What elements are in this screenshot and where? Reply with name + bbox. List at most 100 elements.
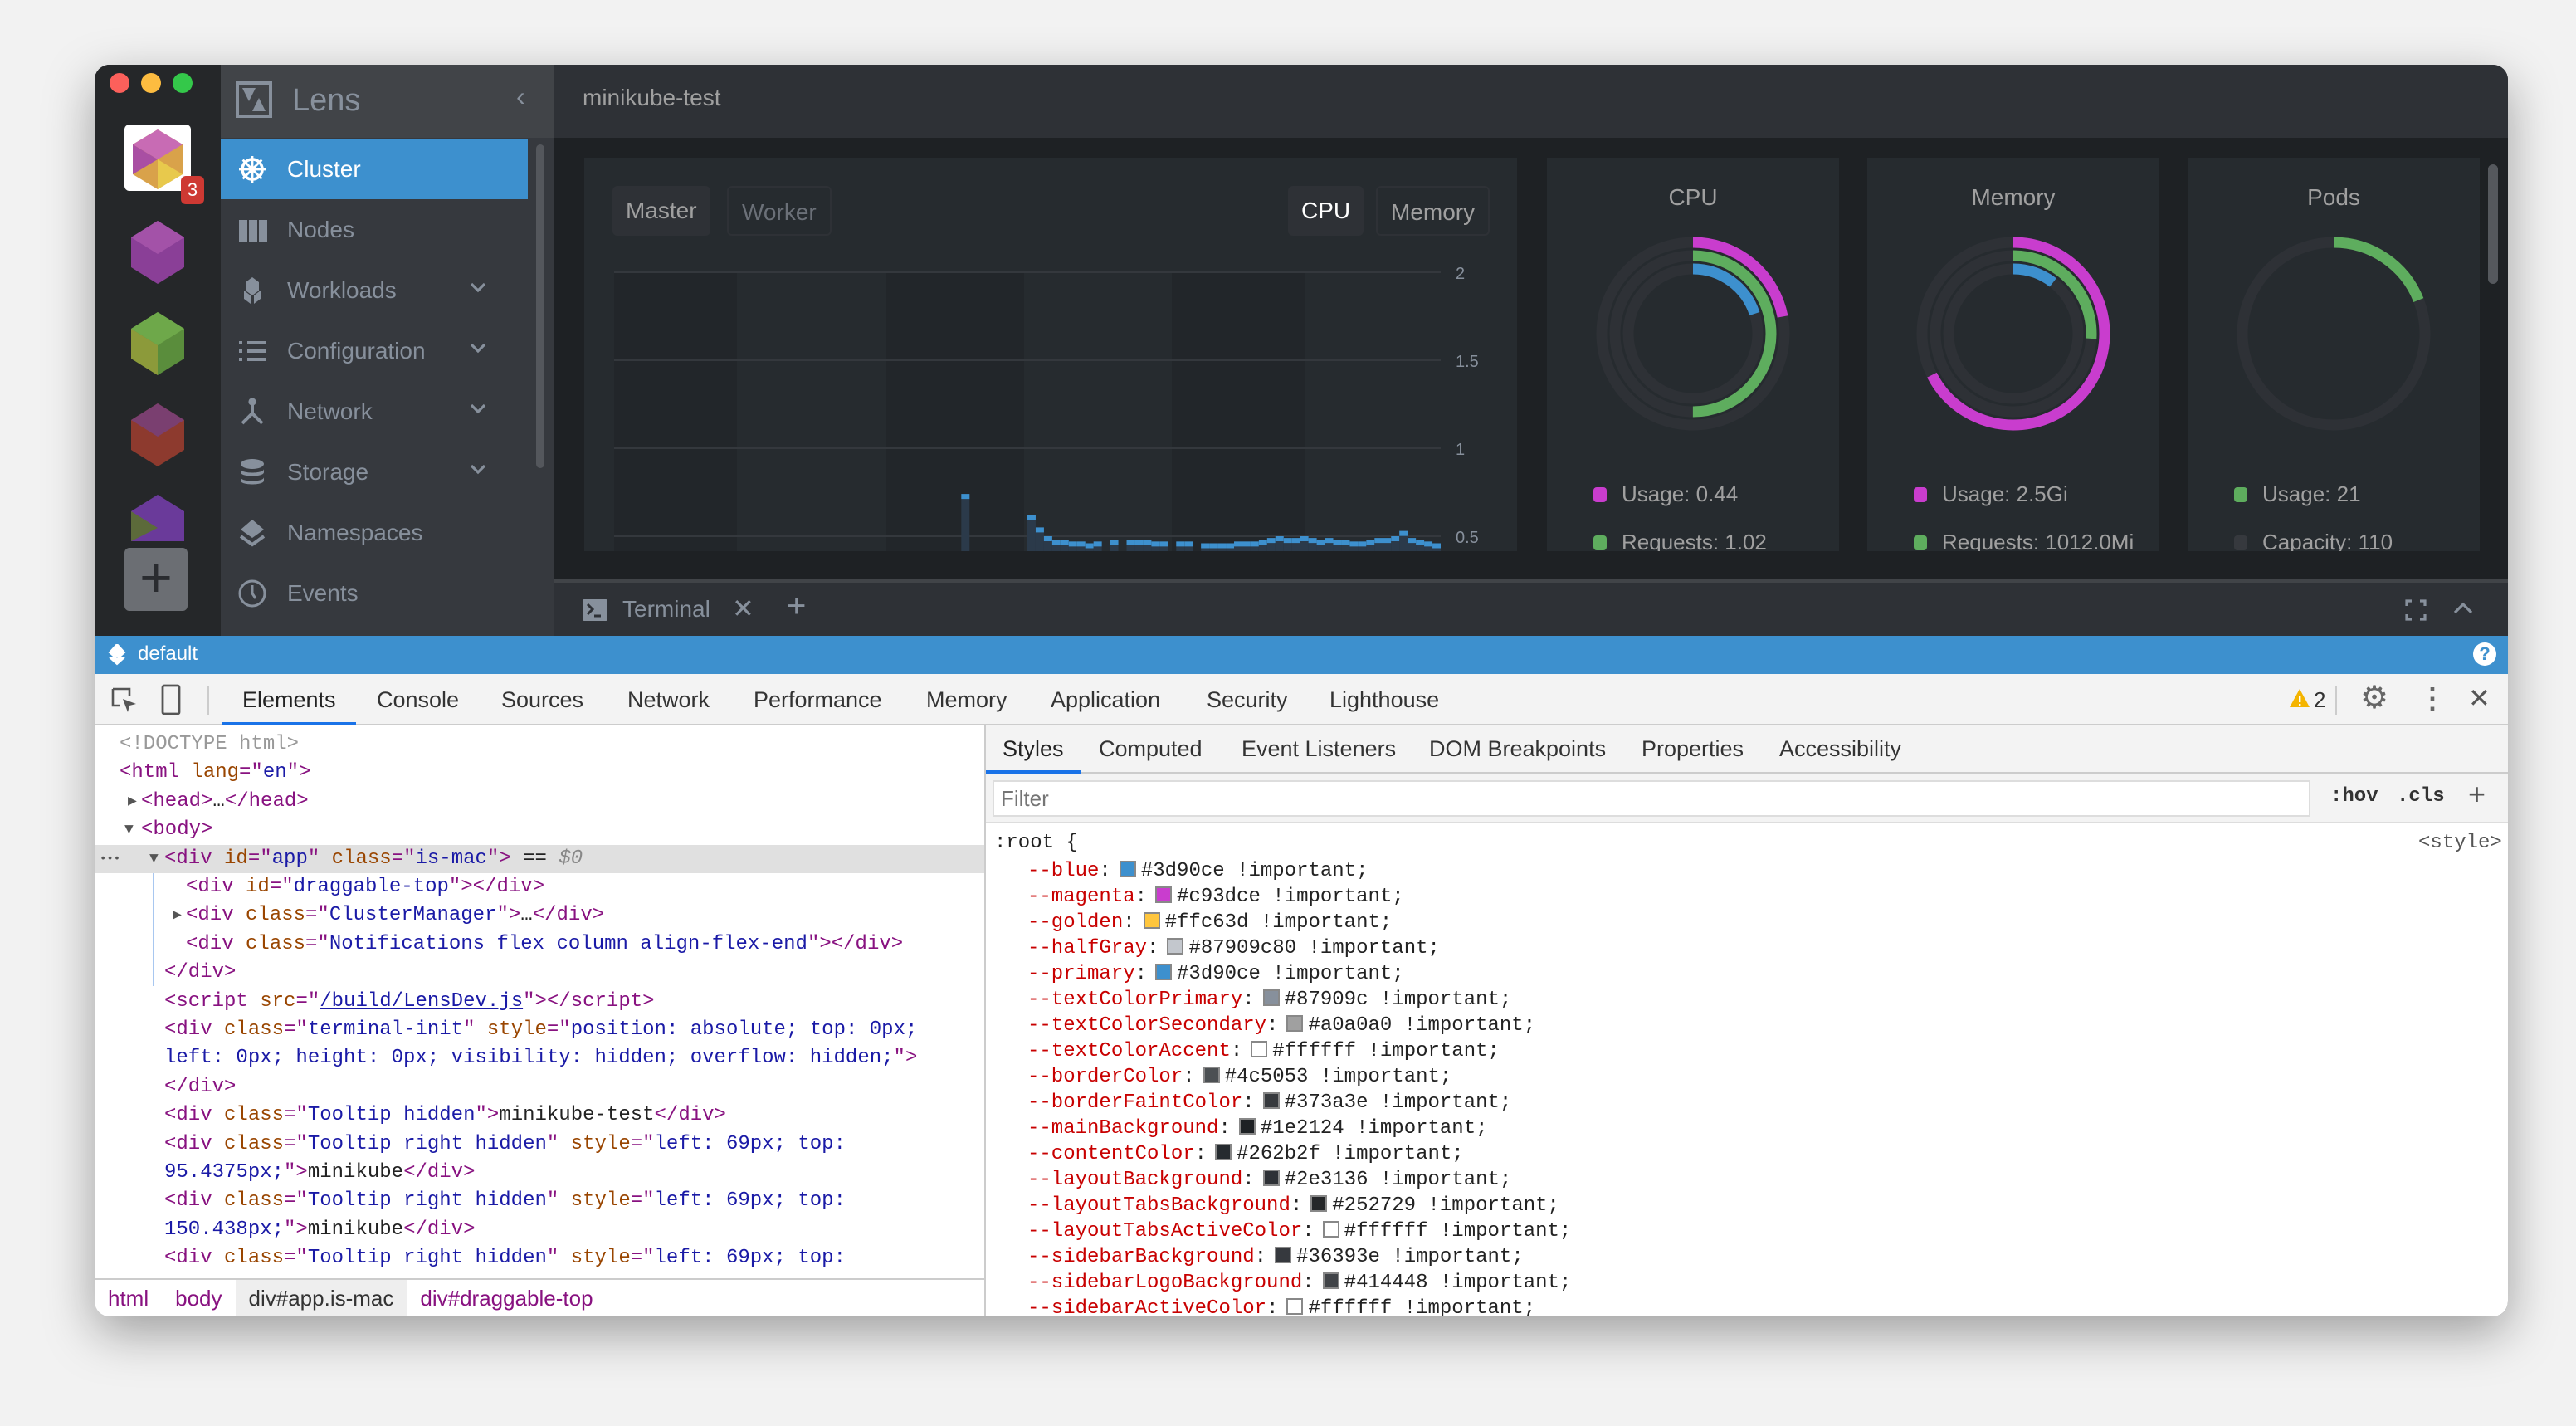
tab-worker[interactable]: Worker: [727, 186, 832, 236]
color-swatch[interactable]: [1215, 1144, 1232, 1160]
css-declaration[interactable]: --layoutBackground: #2e3136 !important;: [1027, 1169, 1512, 1191]
close-devtools-icon[interactable]: ✕: [2468, 683, 2491, 713]
css-declaration[interactable]: --sidebarBackground: #36393e !important;: [1027, 1246, 1524, 1268]
color-swatch[interactable]: [1286, 1015, 1304, 1032]
dom-node-line[interactable]: <div class="Tooltip right hidden" style=…: [95, 1244, 984, 1272]
chevron-up-icon[interactable]: [2453, 601, 2473, 616]
tab-cpu[interactable]: CPU: [1288, 186, 1364, 236]
css-declaration[interactable]: --textColorAccent: #ffffff !important;: [1027, 1040, 1500, 1062]
dom-node-line[interactable]: <!DOCTYPE html>: [95, 730, 984, 759]
chevron-down-icon[interactable]: [468, 338, 488, 358]
css-declaration[interactable]: --magenta: #c93dce !important;: [1027, 886, 1404, 908]
color-swatch[interactable]: [1322, 1221, 1339, 1238]
tab-elements[interactable]: Elements: [222, 674, 356, 725]
css-declaration[interactable]: --golden: #ffc63d !important;: [1027, 911, 1393, 934]
hov-toggle[interactable]: :hov: [2330, 785, 2378, 808]
css-declaration[interactable]: --layoutTabsActiveColor: #ffffff !importa…: [1027, 1220, 1572, 1243]
tab-application[interactable]: Application: [1051, 687, 1161, 712]
sidebar-item-nodes[interactable]: Nodes: [221, 200, 528, 260]
help-icon[interactable]: ?: [2473, 642, 2496, 666]
tab-performance[interactable]: Performance: [754, 687, 882, 712]
css-declaration[interactable]: --mainBackground: #1e2124 !important;: [1027, 1117, 1488, 1140]
more-actions-icon[interactable]: •••: [100, 852, 121, 866]
css-declaration[interactable]: --contentColor: #262b2f !important;: [1027, 1143, 1464, 1165]
sidebar-item-cluster[interactable]: Cluster: [221, 139, 528, 199]
css-declaration[interactable]: --textColorSecondary: #a0a0a0 !important;: [1027, 1014, 1536, 1037]
breadcrumb-item[interactable]: html: [108, 1286, 149, 1311]
more-options-icon[interactable]: ⋮: [2418, 683, 2447, 715]
dom-node-line[interactable]: <div class="Notifications flex column al…: [95, 930, 984, 959]
css-declaration[interactable]: --layoutTabsBackground: #252729 !importan…: [1027, 1194, 1559, 1217]
color-swatch[interactable]: [1238, 1118, 1256, 1135]
breadcrumb-item[interactable]: div#draggable-top: [420, 1286, 593, 1311]
color-swatch[interactable]: [1143, 912, 1160, 929]
chevron-down-icon[interactable]: [468, 398, 488, 418]
dom-node-line[interactable]: </div>: [95, 959, 984, 987]
cluster-icon-3[interactable]: [124, 309, 191, 375]
css-declaration[interactable]: --sidebarActiveColor: #ffffff !important;: [1027, 1296, 1535, 1316]
terminal-tab[interactable]: Terminal: [622, 596, 710, 622]
add-cluster-button[interactable]: +: [124, 548, 188, 611]
color-swatch[interactable]: [1262, 989, 1280, 1006]
tab-security[interactable]: Security: [1207, 687, 1288, 712]
styles-tab-styles[interactable]: Styles: [986, 725, 1081, 774]
sidebar-item-network[interactable]: Network: [221, 382, 528, 442]
warning-count[interactable]: 2: [2314, 687, 2326, 712]
namespace-label[interactable]: default: [138, 642, 198, 665]
css-declaration[interactable]: --blue: #3d90ce !important;: [1027, 860, 1368, 882]
color-swatch[interactable]: [1275, 1247, 1292, 1263]
dom-node-line[interactable]: 150.438px;">minikube</div>: [95, 1216, 984, 1244]
tab-sources[interactable]: Sources: [501, 687, 584, 712]
sidebar-item-configuration[interactable]: Configuration: [221, 321, 528, 381]
styles-tab-accessibility[interactable]: Accessibility: [1779, 736, 1902, 761]
expand-triangle-icon[interactable]: ▶: [173, 907, 182, 925]
dom-node-line[interactable]: <div class="terminal-init" style="positi…: [95, 1016, 984, 1044]
content-scrollbar[interactable]: [2488, 164, 2498, 284]
close-window-button[interactable]: [110, 73, 129, 93]
color-swatch[interactable]: [1155, 964, 1173, 980]
tab-network[interactable]: Network: [627, 687, 710, 712]
fullscreen-icon[interactable]: [2405, 599, 2427, 621]
device-toolbar-icon[interactable]: [161, 684, 181, 715]
styles-tab-dom-breakpoints[interactable]: DOM Breakpoints: [1429, 736, 1607, 761]
chevron-down-icon[interactable]: [468, 277, 488, 297]
zoom-window-button[interactable]: [173, 73, 193, 93]
color-swatch[interactable]: [1286, 1298, 1304, 1315]
sidebar-item-events[interactable]: Events: [221, 564, 528, 623]
color-swatch[interactable]: [1251, 1041, 1268, 1057]
color-swatch[interactable]: [1262, 1092, 1280, 1109]
styles-filter-input[interactable]: [993, 780, 2310, 817]
tab-memory[interactable]: Memory: [1376, 186, 1490, 236]
collapse-triangle-icon[interactable]: ▼: [124, 822, 134, 839]
collapse-triangle-icon[interactable]: ▼: [149, 850, 159, 867]
warning-icon[interactable]: [2289, 687, 2310, 709]
color-swatch[interactable]: [1322, 1272, 1339, 1289]
collapse-sidebar-icon[interactable]: ‹: [516, 81, 525, 111]
close-terminal-icon[interactable]: ✕: [732, 593, 754, 623]
dom-node-line[interactable]: ▼ <body>: [95, 816, 984, 844]
minimize-window-button[interactable]: [141, 73, 161, 93]
dom-node-line[interactable]: <script src="/build/LensDev.js"></script…: [95, 988, 984, 1016]
new-terminal-icon[interactable]: +: [787, 588, 807, 624]
styles-tab-properties[interactable]: Properties: [1642, 736, 1744, 761]
dom-node-line[interactable]: <html lang="en">: [95, 759, 984, 787]
dom-node-line[interactable]: left: 0px; height: 0px; visibility: hidd…: [95, 1044, 984, 1072]
sidebar-item-namespaces[interactable]: Namespaces: [221, 503, 528, 563]
inspect-element-icon[interactable]: [111, 687, 138, 714]
cluster-icon-minikube-test[interactable]: [124, 125, 191, 191]
cluster-icon-4[interactable]: [124, 400, 191, 466]
color-swatch[interactable]: [1119, 861, 1136, 877]
sidebar-item-storage[interactable]: Storage: [221, 442, 528, 502]
sidebar-scrollbar[interactable]: [536, 144, 544, 468]
chevron-down-icon[interactable]: [468, 459, 488, 479]
css-declaration[interactable]: --sidebarLogoBackground: #414448 !importa…: [1027, 1272, 1572, 1294]
cls-toggle[interactable]: .cls: [2397, 785, 2445, 808]
dom-node-line[interactable]: ▼ ••• <div id="app" class="is-mac"> == $0: [95, 844, 984, 873]
css-declaration[interactable]: --borderFaintColor: #373a3e !important;: [1027, 1091, 1512, 1114]
color-swatch[interactable]: [1155, 886, 1173, 903]
new-style-rule-icon[interactable]: +: [2468, 777, 2486, 811]
settings-gear-icon[interactable]: ⚙: [2360, 681, 2389, 715]
css-declaration[interactable]: --halfGray: #87909c80 !important;: [1027, 937, 1440, 960]
css-declaration[interactable]: --primary: #3d90ce !important;: [1027, 963, 1404, 985]
expand-triangle-icon[interactable]: ▶: [128, 793, 137, 810]
